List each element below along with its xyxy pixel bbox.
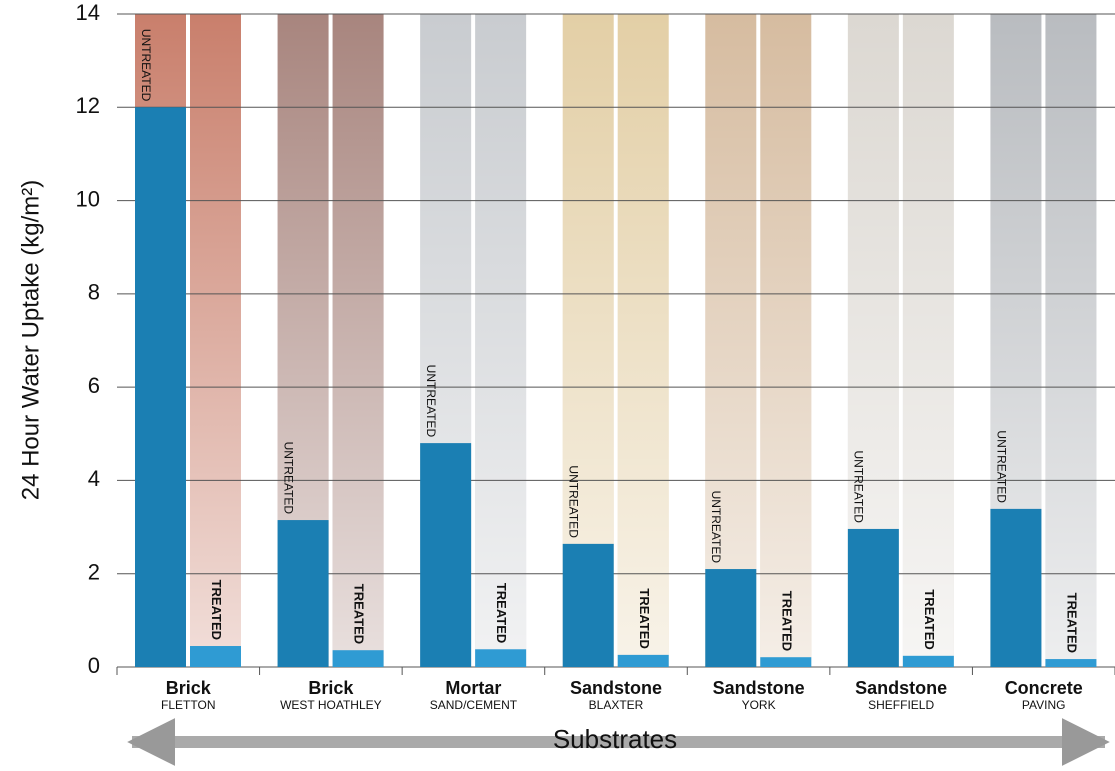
series-label: TREATED: [922, 589, 937, 649]
x-tick-sublabel: BLAXTER: [589, 698, 644, 712]
y-tick-label: 4: [88, 466, 100, 491]
x-tick-label: Sandstone: [855, 678, 947, 698]
bar: [332, 650, 384, 667]
swatch-fade: [475, 14, 527, 667]
series-label: TREATED: [494, 583, 509, 643]
series-label: TREATED: [209, 580, 224, 640]
swatch-fade: [332, 14, 384, 667]
series-label: UNTREATED: [709, 491, 723, 564]
x-tick-label: Concrete: [1005, 678, 1083, 698]
y-tick-label: 14: [76, 0, 100, 25]
bar: [190, 646, 241, 667]
bar: [847, 528, 899, 667]
x-tick-sublabel: WEST HOATHLEY: [280, 698, 382, 712]
bar: [1045, 659, 1097, 667]
swatch-fade: [1045, 14, 1097, 667]
swatch-fade: [190, 14, 241, 667]
bar: [562, 543, 614, 667]
series-label: TREATED: [352, 584, 367, 644]
series-label: UNTREATED: [567, 465, 581, 538]
bar: [990, 508, 1042, 667]
bar: [617, 654, 669, 667]
series-label: TREATED: [779, 591, 794, 651]
x-tick-sublabel: SHEFFIELD: [868, 698, 934, 712]
series-label: UNTREATED: [852, 450, 866, 523]
bar: [705, 569, 757, 667]
y-tick-label: 10: [76, 186, 100, 211]
swatch-fade: [705, 14, 757, 667]
x-tick-label: Sandstone: [570, 678, 662, 698]
series-label: TREATED: [637, 588, 652, 648]
series-label: UNTREATED: [281, 442, 295, 515]
bar: [277, 520, 329, 667]
x-tick-sublabel: FLETTON: [161, 698, 215, 712]
y-tick-label: 6: [88, 373, 100, 398]
series-label: TREATED: [1064, 593, 1079, 653]
bar: [760, 657, 812, 667]
x-tick-label: Mortar: [445, 678, 501, 698]
series-label: UNTREATED: [424, 365, 438, 438]
swatch-fade: [760, 14, 812, 667]
bar: [475, 649, 527, 667]
x-tick-label: Brick: [166, 678, 212, 698]
bar: [135, 107, 186, 668]
x-tick-label: Sandstone: [713, 678, 805, 698]
x-tick-sublabel: SAND/CEMENT: [430, 698, 518, 712]
x-tick-label: Brick: [308, 678, 354, 698]
bar: [902, 655, 954, 667]
series-label: UNTREATED: [994, 430, 1008, 503]
y-axis-title: 24 Hour Water Uptake (kg/m²): [17, 180, 44, 501]
x-tick-sublabel: PAVING: [1022, 698, 1066, 712]
x-axis-title: Substrates: [553, 724, 677, 754]
bar: [420, 443, 472, 667]
x-tick-sublabel: YORK: [742, 698, 776, 712]
swatch-fade: [617, 14, 669, 667]
y-tick-label: 12: [76, 93, 100, 118]
y-tick-label: 0: [88, 653, 100, 678]
y-tick-label: 8: [88, 280, 100, 305]
series-label: UNTREATED: [139, 29, 153, 102]
y-tick-label: 2: [88, 560, 100, 585]
swatch-fade: [902, 14, 954, 667]
